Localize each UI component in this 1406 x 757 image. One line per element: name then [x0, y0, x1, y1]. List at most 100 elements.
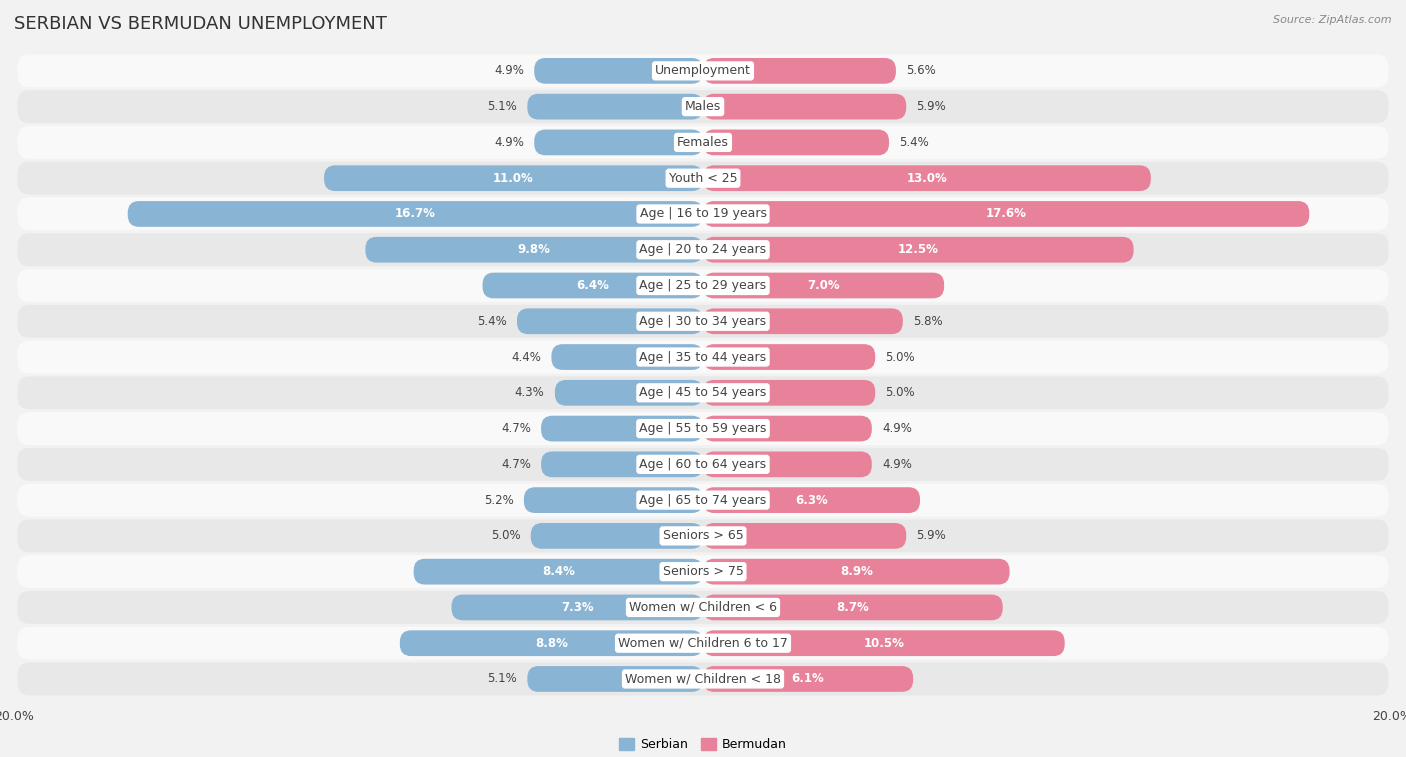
- Text: 8.8%: 8.8%: [536, 637, 568, 650]
- Text: 5.1%: 5.1%: [488, 672, 517, 686]
- FancyBboxPatch shape: [703, 559, 1010, 584]
- FancyBboxPatch shape: [703, 451, 872, 477]
- FancyBboxPatch shape: [703, 344, 875, 370]
- Text: Age | 25 to 29 years: Age | 25 to 29 years: [640, 279, 766, 292]
- Text: Women w/ Children < 18: Women w/ Children < 18: [626, 672, 780, 686]
- Text: Females: Females: [678, 136, 728, 149]
- Text: 13.0%: 13.0%: [907, 172, 948, 185]
- FancyBboxPatch shape: [524, 488, 703, 513]
- FancyBboxPatch shape: [551, 344, 703, 370]
- Text: 5.8%: 5.8%: [912, 315, 943, 328]
- FancyBboxPatch shape: [17, 162, 1389, 195]
- FancyBboxPatch shape: [451, 594, 703, 620]
- FancyBboxPatch shape: [413, 559, 703, 584]
- Text: Age | 65 to 74 years: Age | 65 to 74 years: [640, 494, 766, 506]
- Text: Males: Males: [685, 100, 721, 113]
- FancyBboxPatch shape: [17, 519, 1389, 553]
- Text: 7.3%: 7.3%: [561, 601, 593, 614]
- Text: 4.7%: 4.7%: [501, 458, 531, 471]
- FancyBboxPatch shape: [703, 308, 903, 334]
- Text: 4.9%: 4.9%: [882, 422, 912, 435]
- Legend: Serbian, Bermudan: Serbian, Bermudan: [614, 734, 792, 756]
- Text: Seniors > 75: Seniors > 75: [662, 565, 744, 578]
- Text: Seniors > 65: Seniors > 65: [662, 529, 744, 542]
- FancyBboxPatch shape: [323, 165, 703, 191]
- FancyBboxPatch shape: [703, 94, 907, 120]
- FancyBboxPatch shape: [17, 126, 1389, 159]
- FancyBboxPatch shape: [541, 416, 703, 441]
- FancyBboxPatch shape: [17, 55, 1389, 87]
- FancyBboxPatch shape: [703, 523, 907, 549]
- FancyBboxPatch shape: [17, 305, 1389, 338]
- Text: Women w/ Children < 6: Women w/ Children < 6: [628, 601, 778, 614]
- FancyBboxPatch shape: [703, 201, 1309, 227]
- FancyBboxPatch shape: [17, 662, 1389, 696]
- Text: 5.4%: 5.4%: [900, 136, 929, 149]
- Text: 4.4%: 4.4%: [512, 350, 541, 363]
- FancyBboxPatch shape: [527, 666, 703, 692]
- FancyBboxPatch shape: [703, 237, 1133, 263]
- FancyBboxPatch shape: [517, 308, 703, 334]
- FancyBboxPatch shape: [17, 233, 1389, 266]
- FancyBboxPatch shape: [399, 631, 703, 656]
- FancyBboxPatch shape: [703, 380, 875, 406]
- FancyBboxPatch shape: [541, 451, 703, 477]
- Text: 5.1%: 5.1%: [488, 100, 517, 113]
- Text: 11.0%: 11.0%: [494, 172, 534, 185]
- Text: 7.0%: 7.0%: [807, 279, 839, 292]
- FancyBboxPatch shape: [534, 129, 703, 155]
- FancyBboxPatch shape: [555, 380, 703, 406]
- FancyBboxPatch shape: [17, 341, 1389, 373]
- Text: Age | 45 to 54 years: Age | 45 to 54 years: [640, 386, 766, 399]
- FancyBboxPatch shape: [703, 58, 896, 84]
- FancyBboxPatch shape: [527, 94, 703, 120]
- Text: 16.7%: 16.7%: [395, 207, 436, 220]
- FancyBboxPatch shape: [128, 201, 703, 227]
- Text: Youth < 25: Youth < 25: [669, 172, 737, 185]
- Text: 5.2%: 5.2%: [484, 494, 513, 506]
- Text: 8.7%: 8.7%: [837, 601, 869, 614]
- Text: 5.6%: 5.6%: [907, 64, 936, 77]
- FancyBboxPatch shape: [17, 412, 1389, 445]
- FancyBboxPatch shape: [531, 523, 703, 549]
- Text: 10.5%: 10.5%: [863, 637, 904, 650]
- FancyBboxPatch shape: [703, 488, 920, 513]
- Text: 6.1%: 6.1%: [792, 672, 824, 686]
- Text: 8.4%: 8.4%: [541, 565, 575, 578]
- Text: 5.0%: 5.0%: [886, 386, 915, 399]
- Text: Women w/ Children 6 to 17: Women w/ Children 6 to 17: [619, 637, 787, 650]
- Text: 5.0%: 5.0%: [886, 350, 915, 363]
- Text: Age | 30 to 34 years: Age | 30 to 34 years: [640, 315, 766, 328]
- Text: 12.5%: 12.5%: [898, 243, 939, 256]
- Text: 4.9%: 4.9%: [494, 64, 524, 77]
- FancyBboxPatch shape: [17, 591, 1389, 624]
- FancyBboxPatch shape: [703, 594, 1002, 620]
- Text: Age | 16 to 19 years: Age | 16 to 19 years: [640, 207, 766, 220]
- Text: Age | 60 to 64 years: Age | 60 to 64 years: [640, 458, 766, 471]
- Text: 17.6%: 17.6%: [986, 207, 1026, 220]
- FancyBboxPatch shape: [482, 273, 703, 298]
- FancyBboxPatch shape: [17, 448, 1389, 481]
- FancyBboxPatch shape: [703, 129, 889, 155]
- Text: 5.9%: 5.9%: [917, 100, 946, 113]
- FancyBboxPatch shape: [17, 198, 1389, 230]
- Text: 5.4%: 5.4%: [477, 315, 506, 328]
- FancyBboxPatch shape: [17, 627, 1389, 659]
- FancyBboxPatch shape: [17, 376, 1389, 410]
- FancyBboxPatch shape: [534, 58, 703, 84]
- Text: 4.7%: 4.7%: [501, 422, 531, 435]
- FancyBboxPatch shape: [17, 269, 1389, 302]
- Text: 4.9%: 4.9%: [882, 458, 912, 471]
- Text: 5.0%: 5.0%: [491, 529, 520, 542]
- FancyBboxPatch shape: [17, 555, 1389, 588]
- FancyBboxPatch shape: [17, 90, 1389, 123]
- FancyBboxPatch shape: [703, 165, 1152, 191]
- FancyBboxPatch shape: [703, 416, 872, 441]
- Text: Unemployment: Unemployment: [655, 64, 751, 77]
- Text: Age | 35 to 44 years: Age | 35 to 44 years: [640, 350, 766, 363]
- Text: 9.8%: 9.8%: [517, 243, 551, 256]
- Text: 6.3%: 6.3%: [796, 494, 828, 506]
- Text: 4.9%: 4.9%: [494, 136, 524, 149]
- Text: Age | 55 to 59 years: Age | 55 to 59 years: [640, 422, 766, 435]
- Text: Age | 20 to 24 years: Age | 20 to 24 years: [640, 243, 766, 256]
